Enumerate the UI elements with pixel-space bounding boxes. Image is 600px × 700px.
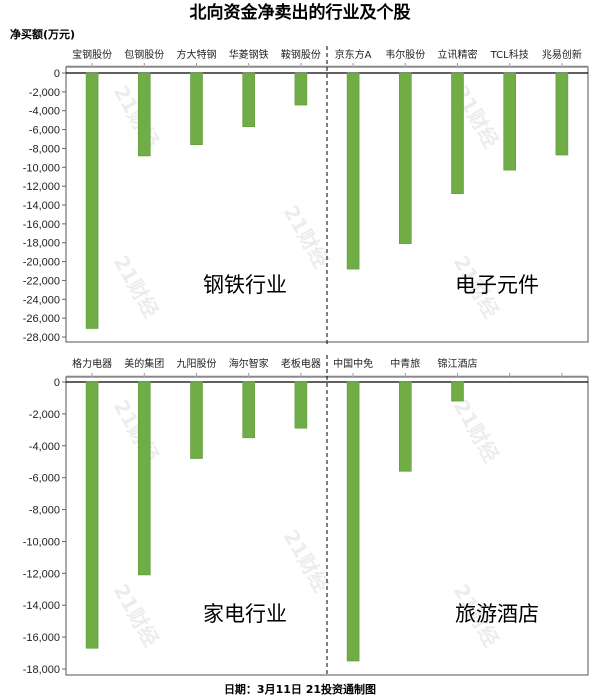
sector-label: 钢铁行业 [203, 273, 287, 297]
bar [555, 72, 569, 156]
category-label: TCL科技 [490, 48, 529, 61]
category-label: 格力电器 [72, 357, 112, 370]
sector-label: 家电行业 [203, 602, 287, 626]
watermark: 21财经 [109, 396, 164, 467]
y-tick-label: -16,000 [23, 219, 60, 231]
y-tick-label: -6,000 [29, 473, 60, 485]
bar [398, 72, 412, 244]
bar [346, 72, 360, 270]
y-tick-label: -2,000 [29, 87, 60, 99]
y-tick-label: -18,000 [23, 664, 60, 676]
bar [190, 381, 203, 459]
y-tick-label: -26,000 [23, 313, 60, 325]
y-tick-label: -18,000 [23, 238, 60, 250]
bar [138, 72, 151, 157]
category-label: 老板电器 [281, 357, 321, 370]
y-tick-label: -14,000 [23, 600, 60, 612]
y-tick-label: -8,000 [29, 143, 60, 155]
category-label: 鞍钢股份 [281, 48, 321, 61]
bar [451, 381, 464, 402]
category-label: 韦尔股份 [385, 48, 425, 61]
y-tick-label: -12,000 [23, 568, 60, 580]
bar [242, 72, 255, 128]
y-tick-label: -2,000 [29, 409, 60, 421]
bar [138, 381, 151, 576]
chart-footer: 日期：3月11日 21投资通制图 [224, 682, 376, 696]
y-tick-label: -24,000 [23, 294, 60, 306]
category-label: 海尔智家 [229, 357, 269, 370]
y-tick-label: -20,000 [23, 257, 60, 269]
bar [451, 72, 464, 194]
category-label: 美的集团 [124, 357, 164, 370]
bar [190, 72, 203, 145]
category-label: 中国中免 [333, 357, 373, 370]
category-label: 兆易创新 [542, 48, 582, 61]
category-label: 中青旅 [390, 357, 420, 370]
bar [398, 381, 412, 472]
watermark: 21财经 [279, 201, 334, 272]
y-tick-label: -28,000 [23, 332, 60, 344]
sector-label: 旅游酒店 [455, 602, 539, 626]
category-label: 华菱钢铁 [229, 48, 269, 61]
y-tick-label: -10,000 [23, 162, 60, 174]
y-axis-label: 净买额(万元) [10, 27, 75, 41]
y-tick-label: -16,000 [23, 632, 60, 644]
y-tick-label: 0 [54, 68, 60, 80]
y-tick-label: -22,000 [23, 275, 60, 287]
bar [242, 381, 255, 439]
bar [85, 72, 99, 329]
y-tick-label: 0 [54, 377, 60, 389]
category-label: 京东方A [335, 48, 372, 61]
bar [85, 381, 99, 649]
category-label: 包钢股份 [124, 48, 164, 61]
bar [294, 381, 308, 429]
y-tick-label: -4,000 [29, 441, 60, 453]
y-tick-label: -8,000 [29, 505, 60, 517]
category-label: 锦江酒店 [438, 357, 478, 370]
category-label: 宝钢股份 [72, 48, 112, 61]
y-tick-label: -4,000 [29, 106, 60, 118]
y-tick-label: -12,000 [23, 181, 60, 193]
category-label: 方大特钢 [177, 48, 217, 61]
y-tick-label: -10,000 [23, 536, 60, 548]
chart-title: 北向资金净卖出的行业及个股 [190, 2, 411, 23]
watermark: 21财经 [109, 81, 164, 152]
bar [294, 72, 308, 106]
y-tick-label: -6,000 [29, 125, 60, 137]
y-tick-label: -14,000 [23, 200, 60, 212]
watermark: 21财经 [109, 580, 164, 651]
bar [503, 72, 517, 171]
watermark: 21财经 [109, 251, 164, 322]
category-label: 九阳股份 [177, 358, 217, 370]
watermark: 21财经 [279, 526, 334, 597]
sector-label: 电子元件 [455, 273, 539, 297]
category-label: 立讯精密 [438, 48, 478, 61]
watermark: 21财经 [449, 396, 504, 467]
bar [346, 381, 360, 662]
